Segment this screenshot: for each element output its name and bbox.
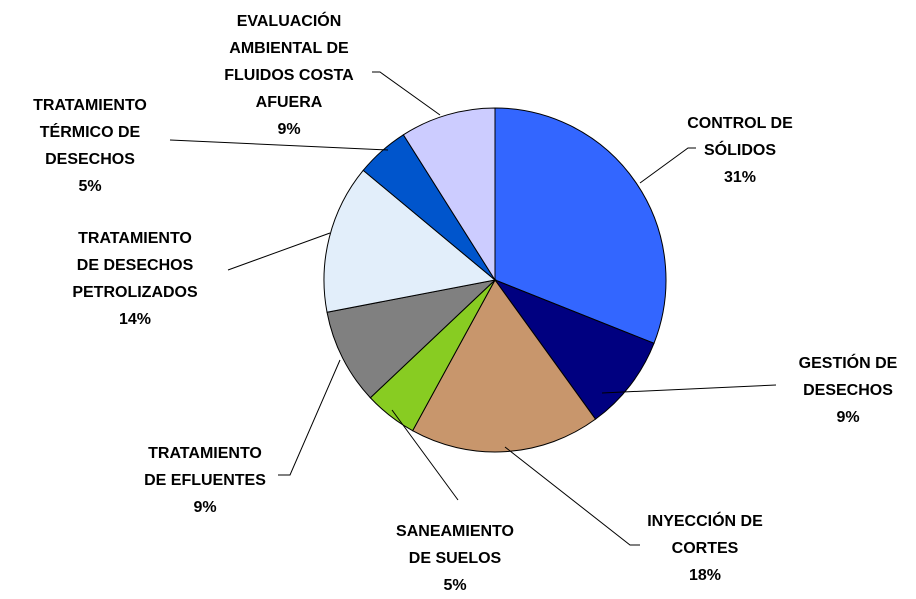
leader-line	[639, 147, 696, 184]
category-label: TRATAMIENTO DE DESECHOS PETROLIZADOS	[72, 230, 198, 301]
slice-label: TRATAMIENTO DE EFLUENTES 9%	[138, 440, 273, 521]
slice-label: GESTIÓN DE DESECHOS 9%	[781, 350, 916, 431]
leader-line	[169, 139, 389, 151]
slice-label: CONTROL DE SÓLIDOS 31%	[673, 110, 808, 191]
slice-label: SANEAMIENTO DE SUELOS 5%	[388, 518, 523, 599]
value-label: 5%	[78, 178, 102, 195]
value-label: 9%	[277, 121, 301, 138]
value-label: 9%	[836, 409, 860, 426]
value-label: 14%	[118, 311, 152, 328]
category-label: CONTROL DE SÓLIDOS	[687, 115, 793, 159]
pie-slice	[323, 169, 497, 313]
value-label: 18%	[688, 567, 722, 584]
slice-label: INYECCIÓN DE CORTES 18%	[638, 508, 773, 589]
pie-slice	[402, 107, 496, 282]
slice-label: TRATAMIENTO DE DESECHOS PETROLIZADOS 14%	[68, 225, 203, 333]
leader-line	[504, 446, 640, 546]
leader-line	[278, 359, 341, 476]
category-label: SANEAMIENTO DE SUELOS	[396, 523, 514, 567]
pie-slice	[411, 279, 597, 453]
pie-slice	[494, 107, 667, 344]
category-label: TRATAMIENTO DE EFLUENTES	[144, 445, 266, 489]
pie-slice	[493, 278, 655, 420]
category-label: INYECCIÓN DE CORTES	[647, 513, 763, 557]
category-label: GESTIÓN DE DESECHOS	[798, 355, 898, 399]
value-label: 9%	[193, 499, 217, 516]
slice-label: TRATAMIENTO TÉRMICO DE DESECHOS 5%	[23, 92, 158, 200]
leader-line	[601, 384, 777, 394]
leader-line	[227, 232, 331, 271]
leader-line	[372, 71, 441, 116]
slice-label: EVALUACIÓN AMBIENTAL DE FLUIDOS COSTA AF…	[214, 8, 364, 143]
category-label: TRATAMIENTO TÉRMICO DE DESECHOS	[33, 97, 147, 168]
value-label: 31%	[723, 169, 757, 186]
value-label: 5%	[443, 577, 467, 594]
pie-slice	[326, 279, 497, 399]
category-label: EVALUACIÓN AMBIENTAL DE FLUIDOS COSTA AF…	[224, 13, 354, 111]
leader-line	[391, 409, 459, 501]
